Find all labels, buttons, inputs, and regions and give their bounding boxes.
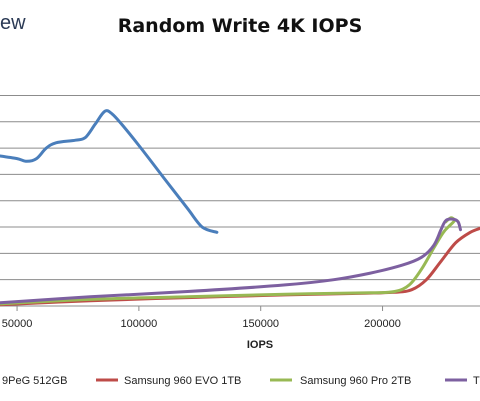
- x-axis-ticks: 50000 100000 150000 200000: [2, 306, 401, 330]
- legend-label-1: 9PeG 512GB: [2, 375, 67, 387]
- legend-label-4: T: [473, 375, 480, 387]
- series-line-3: [0, 216, 456, 306]
- legend: 9PeG 512GB Samsung 960 EVO 1TB Samsung 960…: [2, 375, 480, 387]
- series-line-4: [0, 217, 462, 305]
- series-line-2: [0, 226, 480, 307]
- legend-label-3: Samsung 960 Pro 2TB: [300, 375, 411, 387]
- chart-title: Random Write 4K IOPS: [118, 15, 363, 37]
- series-layer: [0, 109, 480, 307]
- x-axis-label: IOPS: [247, 339, 273, 351]
- legend-label-2: Samsung 960 EVO 1TB: [124, 375, 241, 387]
- x-tick-label: 100000: [121, 318, 158, 330]
- site-logo-fragment: ew: [0, 12, 26, 34]
- gridlines: [0, 94, 480, 281]
- x-tick-label: 150000: [242, 318, 279, 330]
- x-tick-label: 50000: [2, 318, 33, 330]
- x-tick-label: 200000: [364, 318, 401, 330]
- series-line-1: [0, 109, 219, 234]
